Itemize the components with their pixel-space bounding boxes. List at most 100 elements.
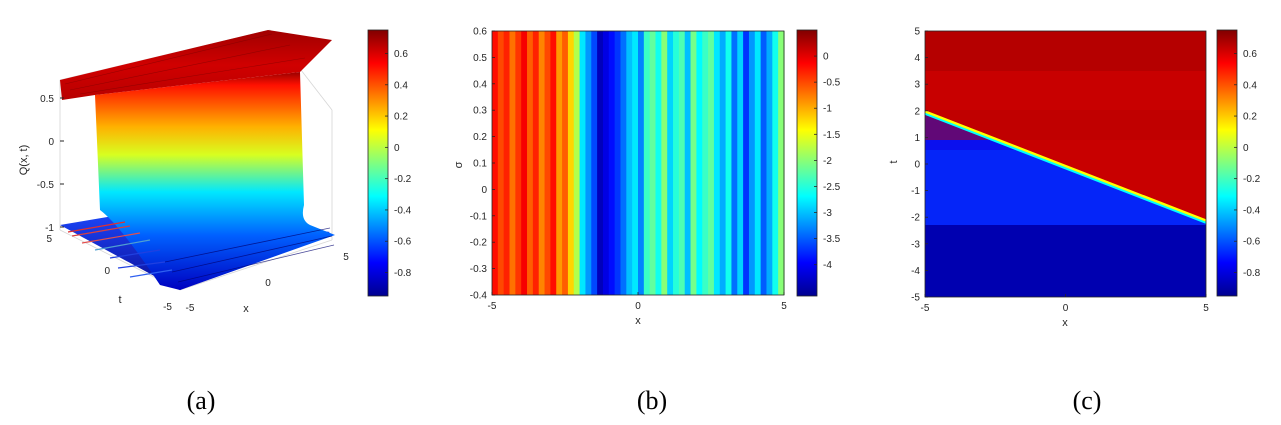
panel-c-colorbar-tick-label: 0: [1243, 143, 1249, 154]
panel-b-stripe: [638, 31, 645, 295]
panel-c-x-tick-label: -5: [921, 303, 930, 314]
panel-b-stripe: [591, 31, 598, 295]
panel-a-t-axis: 5 0 -5 t: [46, 234, 172, 313]
panel-b-stripe: [702, 31, 709, 295]
panel-b-stripe: [737, 31, 744, 295]
panel-b-stripe: [620, 31, 627, 295]
panel-c-front-line-edge: [925, 112, 1206, 224]
panel-b-colorbar-tick-label: 0: [823, 52, 829, 63]
panel-c-y-tick-label: -1: [911, 186, 920, 197]
panel-b-stripe: [509, 31, 516, 295]
panel-c-colorbar-tick-label: -0.2: [1243, 174, 1261, 185]
panel-a-colorbar-tick-label: 0: [394, 143, 400, 154]
panel-b-stripe: [579, 31, 587, 295]
panel-b-colorbar-tick-label: -4: [823, 260, 832, 271]
panel-b-y-axis: 0.6 0.5 0.4 0.3 0.2 0.1 0 -0.1 -0.2 -0.3 -0.4: [470, 27, 495, 302]
panel-b-colorbar-tick-label: -3: [823, 208, 832, 219]
panel-c-colorbar-tick-label: -0.8: [1243, 268, 1261, 279]
panel-b-x-tick-label: -5: [488, 301, 497, 312]
panel-c-colorbar-gradient: [1216, 29, 1238, 297]
panel-a-x-tick: -5: [186, 303, 195, 314]
panel-b-stripe: [632, 31, 639, 295]
panel-b-stripe: [521, 31, 528, 295]
panel-b-y-tick-label: 0.3: [473, 106, 487, 117]
panel-a-z-label: Q(x, t): [18, 145, 30, 176]
panel-a-colorbar-tick-label: -0.2: [394, 174, 412, 185]
panel-b-y-tick-label: -0.1: [470, 211, 488, 222]
panel-a-colorbar: 0.6 0.4 0.2 0 -0.2 -0.4 -0.6 -0.8: [367, 29, 412, 297]
panel-c-y-tick-label: -5: [911, 293, 920, 304]
panel-a-t-tick: 0: [104, 266, 110, 277]
panel-b-stripe: [690, 31, 697, 295]
panel-b-stripe: [754, 31, 762, 295]
panel-c-y-tick-label: 2: [914, 106, 920, 117]
panel-c-x-tick-label: 5: [1203, 303, 1209, 314]
panel-b-stripe: [527, 31, 534, 295]
panel-b-y-tick-label: -0.2: [470, 238, 488, 249]
panel-c-y-tick-label: 0: [914, 160, 920, 171]
panel-c-y-tick-label: 4: [914, 53, 920, 64]
panel-a-colorbar-tick-label: 0.2: [394, 112, 408, 123]
panel-b-stripe: [626, 31, 633, 295]
panel-b-stripe: [748, 31, 756, 295]
panel-b-stripe: [643, 31, 651, 295]
panel-b-colorbar-tick-label: -2: [823, 156, 832, 167]
panel-c-y-tick-label: -3: [911, 239, 920, 250]
panel-b-y-tick-label: 0.2: [473, 132, 487, 143]
panel-b-stripe: [515, 31, 522, 295]
panel-c-colorbar-tick-label: -0.4: [1243, 205, 1261, 216]
panel-a-x-tick: 0: [265, 278, 271, 289]
panel-b-stripes: [492, 31, 785, 295]
panel-b-colorbar-tick-label: -1: [823, 104, 832, 115]
panel-b-stripe: [772, 31, 779, 295]
panel-b-stripe: [696, 31, 703, 295]
panel-a-colorbar-tick-label: -0.6: [394, 237, 412, 248]
panel-b-colorbar-tick-label: -2.5: [823, 182, 841, 193]
panel-a-z-tick: 0: [48, 137, 54, 148]
panel-b-stripe: [655, 31, 662, 295]
panel-a-plateau-ridges: [64, 33, 306, 95]
panel-b-stripe: [550, 31, 557, 295]
panel-a-floor-ridges: [164, 227, 335, 283]
panel-b-colorbar-tick-label: -3.5: [823, 234, 841, 245]
panel-c-low-region-dark: [925, 225, 1206, 297]
panel-c-colorbar: 0.6 0.4 0.2 0 -0.2 -0.4 -0.6 -0.8: [1216, 29, 1261, 297]
panel-b-x-axis: -5 0 5: [488, 292, 787, 312]
panel-c-heatmap: 5 4 3 2 1 0 -1 -2 -3 -4 -5 -5 0 5 x t 0.6 0.4 0.2 0 -0.2…: [888, 27, 1261, 330]
panel-a-colorbar-tick-label: -0.4: [394, 205, 412, 216]
panel-b-stripe: [492, 31, 499, 295]
panel-c-y-tick-label: 1: [914, 133, 920, 144]
panel-b-x-tick-label: 0: [635, 301, 641, 312]
panel-b-y-tick-label: 0.6: [473, 27, 487, 38]
panel-b-stripe: [567, 31, 575, 295]
panel-b-stripe: [760, 31, 768, 295]
panel-b-stripe: [649, 31, 657, 295]
panel-a-colorbar-tick-label: -0.8: [394, 268, 412, 279]
panel-b-y-label: σ: [453, 161, 465, 168]
panel-b-colorbar-gradient: [796, 29, 818, 297]
panel-b-stripe: [667, 31, 674, 295]
panel-c-high-band: [925, 110, 1206, 140]
panel-b-y-tick-label: 0.4: [473, 79, 487, 90]
panel-c-y-tick-label: -4: [911, 266, 920, 277]
panel-a-colorbar-tick-label: 0.4: [394, 80, 408, 91]
panel-c-y-label: t: [888, 160, 900, 163]
panel-a-caption: (a): [187, 386, 216, 415]
panel-b-stripe: [538, 31, 546, 295]
panel-c-colorbar-tick-label: -0.6: [1243, 237, 1261, 248]
panel-c-y-axis: 5 4 3 2 1 0 -1 -2 -3 -4 -5: [911, 27, 928, 304]
panel-b-stripe: [573, 31, 581, 295]
panel-c-colorbar-tick-label: 0.2: [1243, 112, 1257, 123]
panel-b-y-tick-label: -0.3: [470, 264, 488, 275]
panel-c-high-band: [925, 31, 1206, 71]
panel-b-x-tick-label: 5: [781, 301, 787, 312]
panel-a-z-tick: -0.5: [37, 180, 55, 191]
panel-a-t-label: t: [118, 294, 121, 306]
panel-b-colorbar-tick-label: -0.5: [823, 78, 841, 89]
panel-c-x-axis: -5 0 5: [921, 294, 1209, 314]
panel-a-t-tick: -5: [163, 302, 172, 313]
panel-a-z-tick: -1: [45, 223, 54, 234]
panel-a-x-axis: -5 0 5 x: [186, 252, 350, 315]
panel-a-colorbar-tick-label: 0.6: [394, 49, 408, 60]
